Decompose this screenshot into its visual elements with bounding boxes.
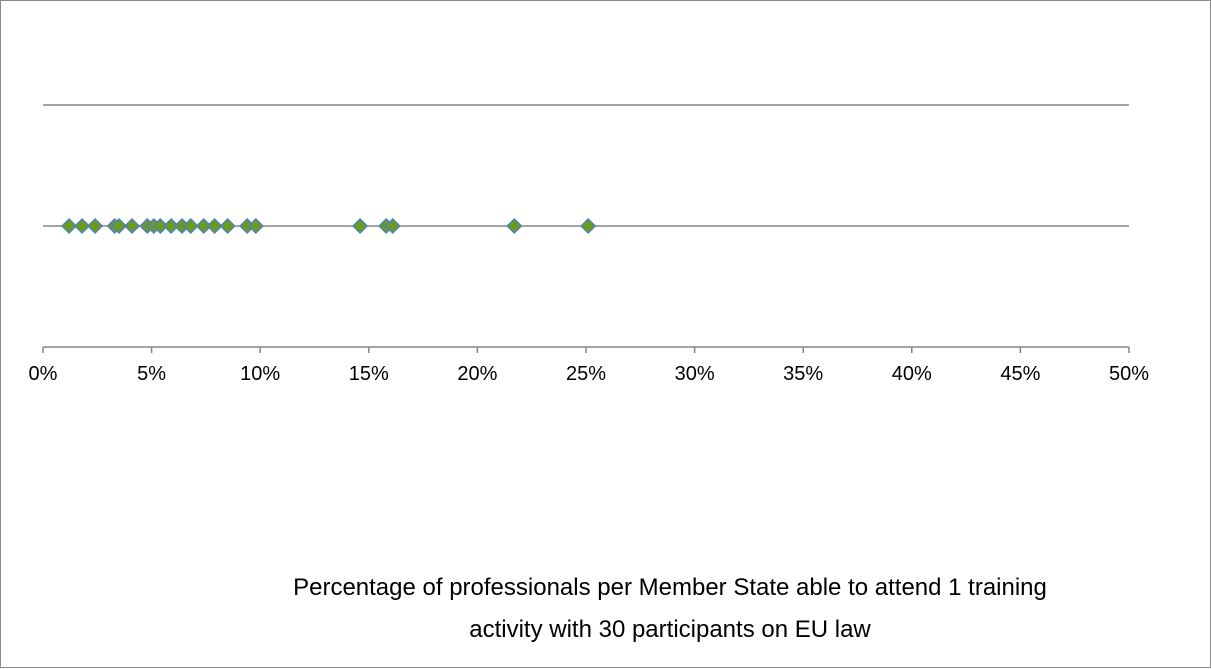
x-tick-label: 20% <box>457 363 497 385</box>
data-point <box>384 217 401 235</box>
x-tick-label: 50% <box>1109 363 1149 385</box>
data-point <box>247 217 264 235</box>
data-point <box>110 217 128 235</box>
data-point <box>163 217 180 235</box>
x-tick-label: 40% <box>892 363 932 385</box>
data-point <box>352 217 369 235</box>
x-tick-label: 25% <box>566 363 606 385</box>
chart-title-line-1: Percentage of professionals per Member S… <box>293 574 1047 601</box>
data-point <box>206 217 223 235</box>
gridlines <box>43 104 1129 227</box>
data-point <box>152 217 169 235</box>
x-tick-label: 5% <box>137 363 166 385</box>
x-tick-label: 45% <box>1000 363 1040 385</box>
x-tick-label: 15% <box>349 363 389 385</box>
x-tick-label: 0% <box>29 363 58 385</box>
x-axis: 0% 5% 10% 15% 20% 25% 30% 35% 40% 45% 50% <box>29 346 1149 385</box>
data-point <box>195 217 212 235</box>
x-tick-label: 10% <box>240 363 280 385</box>
data-point <box>123 217 141 235</box>
data-point <box>219 217 236 235</box>
data-point <box>506 217 523 235</box>
chart-title-line-2: activity with 30 participants on EU law <box>469 616 871 643</box>
data-point <box>580 217 597 235</box>
data-points <box>61 217 597 235</box>
data-point <box>87 217 104 235</box>
data-point <box>182 217 199 235</box>
x-tick-label: 30% <box>675 363 715 385</box>
x-tick-label: 35% <box>783 363 823 385</box>
data-point <box>74 217 91 235</box>
data-point <box>61 217 78 235</box>
